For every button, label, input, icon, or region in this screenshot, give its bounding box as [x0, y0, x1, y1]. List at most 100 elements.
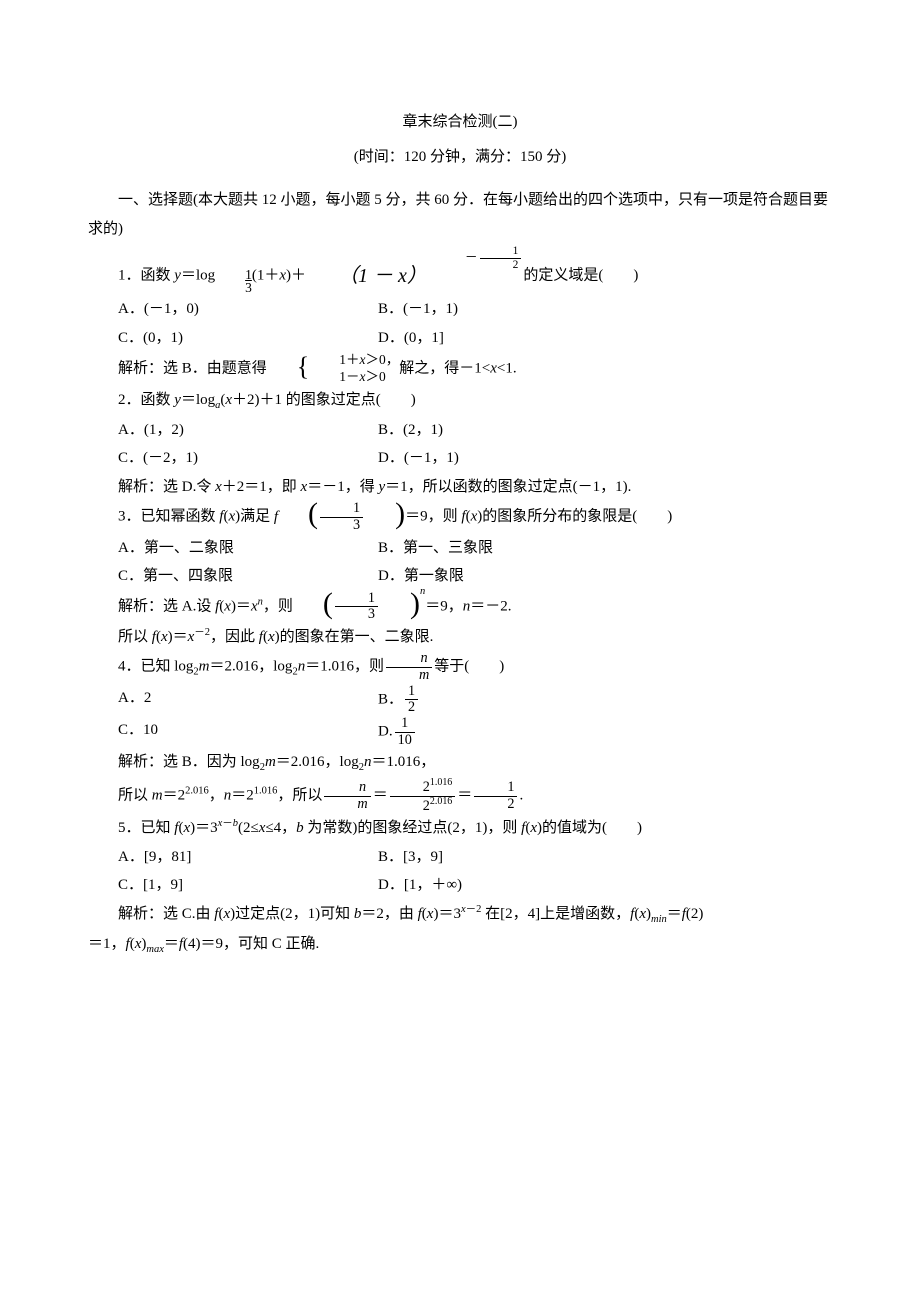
comma: ，	[386, 352, 400, 367]
text: ＋2)＋1 的图象过定点( )	[232, 392, 416, 408]
text: 1．函数	[118, 267, 174, 283]
text: )＋	[286, 267, 306, 283]
option-c: C．(0，1)	[118, 324, 378, 353]
sup: 2.016	[430, 796, 452, 807]
frac: 110	[395, 716, 415, 748]
text: (2≤	[238, 820, 259, 836]
num: 1	[480, 245, 522, 259]
text: ＝2	[231, 788, 254, 804]
text: .	[519, 788, 523, 804]
frac: nm	[324, 780, 370, 812]
text: ，因此	[210, 629, 259, 645]
den: 2	[405, 700, 418, 716]
text: 解之，得－1<	[399, 360, 490, 376]
option-d: D．[1，＋∞)	[378, 871, 462, 900]
var-x: x	[251, 598, 258, 614]
q4-solution1: 解析：选 B．因为 log2m＝2.016，log2n＝1.016，	[88, 748, 832, 778]
text: )的图象在第一、二象限.	[275, 629, 434, 645]
text: <1.	[497, 360, 517, 376]
text: 3．已知幂函数	[118, 509, 219, 525]
var-m: m	[265, 754, 276, 770]
num: 21.016	[390, 778, 456, 796]
lparen-icon: (	[278, 499, 318, 529]
row2: 1－x＞0	[309, 369, 399, 386]
num: 1	[335, 591, 378, 608]
row1: 1＋x＞0，	[309, 352, 399, 369]
text: 1＋	[339, 352, 359, 367]
text: ＋2＝1，即	[222, 479, 301, 495]
text: ＝－1，得	[307, 479, 378, 495]
page-subtitle: (时间：120 分钟，满分：150 分)	[88, 143, 832, 172]
option-d: D．(0，1]	[378, 324, 444, 353]
sub-min: min	[651, 914, 667, 925]
frac: 12	[480, 245, 522, 271]
q2-stem: 2．函数 y＝loga(x＋2)＋1 的图象过定点( )	[88, 386, 832, 416]
text: ＝9，则	[405, 509, 461, 525]
text: ＝2.016，log	[210, 659, 293, 675]
den: m	[386, 668, 432, 684]
sup-minus: －	[222, 818, 233, 829]
var-x: x	[530, 820, 537, 836]
frac: 12	[405, 684, 418, 716]
text: (1＋	[252, 267, 280, 283]
sup-n: n	[420, 586, 425, 597]
text: ＝	[164, 936, 179, 952]
option-a: A．(－1，0)	[118, 295, 378, 324]
text: ＝2	[163, 788, 186, 804]
q4-stem: 4．已知 log2m＝2.016，log2n＝1.016，则nm等于( )	[88, 651, 832, 683]
text: 在[2，4]上是增函数，	[481, 906, 630, 922]
var-x: x	[161, 629, 168, 645]
text: )满足	[235, 509, 274, 525]
text: ＝1，	[88, 936, 126, 952]
frac: 21.01622.016	[390, 778, 456, 814]
lparen-icon: (	[293, 589, 333, 619]
option-a: A．2	[118, 684, 378, 716]
option-c: C．[1，9]	[118, 871, 378, 900]
option-b: B．第一、三象限	[378, 534, 493, 563]
rparen-icon: )	[380, 589, 420, 619]
var-x: x	[224, 598, 231, 614]
paren-expr: （1 － x）	[308, 257, 427, 295]
option-a: A．(1，2)	[118, 416, 378, 445]
num: 1	[405, 684, 418, 701]
den: 10	[395, 733, 415, 749]
den: 3	[320, 518, 363, 534]
q1-solution: 解析：选 B．由题意得{1＋x＞0，1－x＞0解之，得－1<x<1.	[88, 352, 832, 386]
num: 1	[320, 501, 363, 518]
base: 2	[423, 779, 430, 795]
option-c: C．第一、四象限	[118, 562, 378, 591]
frac: 12	[474, 780, 517, 812]
q5-solution1: 解析：选 C.由 f(x)过定点(2，1)可知 b＝2，由 f(x)＝3x－2 …	[88, 900, 832, 930]
text: ，所以	[277, 788, 322, 804]
option-a: A．[9，81]	[118, 843, 378, 872]
option-c: C．10	[118, 716, 378, 748]
num: n	[386, 651, 432, 668]
exam-page: 章末综合检测(二) (时间：120 分钟，满分：150 分) 一、选择题(本大题…	[0, 0, 920, 1040]
sup: 1.016	[254, 786, 278, 797]
q2-solution: 解析：选 D.令 x＋2＝1，即 x＝－1，得 y＝1，所以函数的图象过定点(－…	[88, 473, 832, 502]
text: ＝2，由	[361, 906, 417, 922]
option-b: B．(－1，1)	[378, 295, 458, 324]
page-title: 章末综合检测(二)	[88, 108, 832, 137]
sup: －2	[194, 627, 210, 638]
log-base-frac: 13	[215, 268, 252, 295]
text: )过定点(2，1)可知	[230, 906, 354, 922]
exponent-neg-half: －12	[435, 245, 523, 271]
text: 1－	[339, 369, 359, 384]
num: n	[324, 780, 370, 797]
frac: nm	[386, 651, 432, 683]
var-x: x	[490, 360, 497, 376]
sup: －2	[466, 904, 482, 915]
option-b: B．(2，1)	[378, 416, 443, 445]
equation-system: 1＋x＞0，1－x＞0	[309, 352, 399, 386]
text: )＝3	[190, 820, 218, 836]
q3-stem: 3．已知幂函数 f(x)满足 f(13)＝9，则 f(x)的图象所分布的象限是(…	[88, 501, 832, 533]
q3-options-cd: C．第一、四象限 D．第一象限	[118, 562, 832, 591]
frac: 13	[320, 501, 363, 533]
text: 的定义域是( )	[523, 267, 638, 283]
option-b: B．[3，9]	[378, 843, 443, 872]
text: 等于( )	[434, 659, 504, 675]
text: )＝	[168, 629, 188, 645]
text: ，	[209, 788, 224, 804]
text: ＝log	[181, 267, 215, 283]
